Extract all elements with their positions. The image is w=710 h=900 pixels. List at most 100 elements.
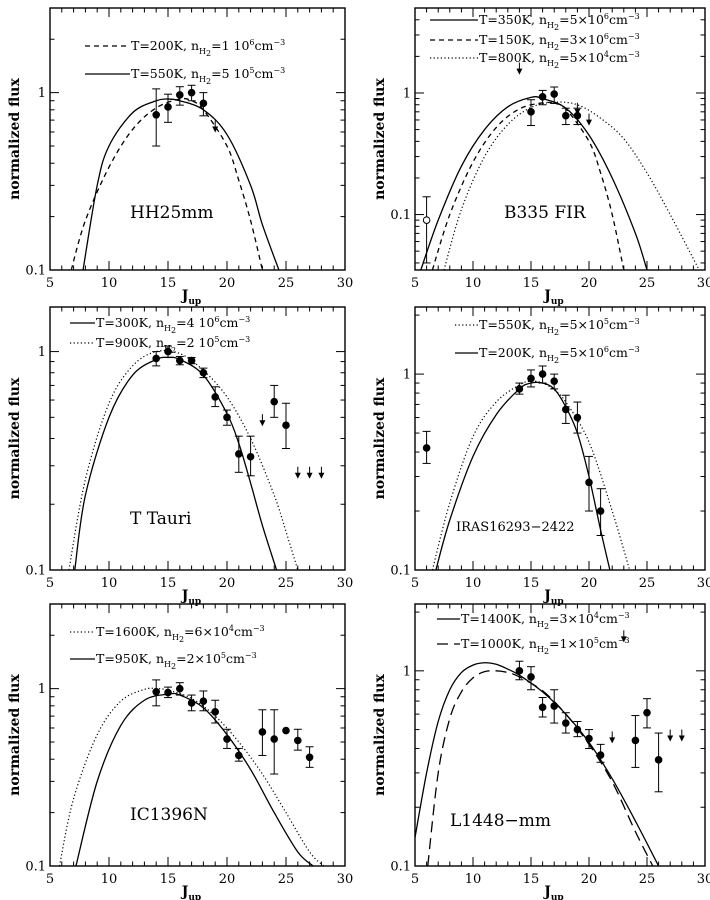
- x-tick-label: 30: [337, 276, 354, 291]
- x-tick-label: 20: [581, 576, 598, 591]
- data-point: [188, 357, 195, 364]
- model-curves: [421, 97, 699, 270]
- data-point: [539, 371, 546, 378]
- data-point: [188, 700, 195, 707]
- y-axis-title: normalized flux: [7, 78, 23, 200]
- x-tick-label: 15: [160, 276, 177, 291]
- y-tick-label: 0.1: [390, 208, 411, 223]
- x-axis: 5 10 15 20 25 30: [46, 604, 353, 887]
- data-point: [212, 394, 219, 401]
- source-label: IC1396N: [130, 805, 208, 825]
- upper-limit-head: [609, 737, 615, 743]
- legend-entry: T=550K, nH2=5×105cm−3: [479, 317, 640, 337]
- upper-limit-head: [295, 473, 301, 479]
- x-tick-label: 10: [101, 276, 118, 291]
- data-point: [655, 757, 662, 764]
- data-point: [200, 369, 207, 376]
- data-point: [539, 94, 546, 101]
- data-point: [516, 668, 523, 675]
- legend-entry: T=1400K, nH2=3×104cm−3: [461, 611, 630, 631]
- data-point: [516, 386, 523, 393]
- x-tick-label: 10: [101, 576, 118, 591]
- x-axis-title: Jup: [180, 884, 201, 900]
- x-tick-label: 25: [639, 872, 656, 887]
- chart-panel: 5 10 15 20 25 300.11normalized fluxJupT=200K,…: [7, 8, 353, 307]
- model-curve-solid: [421, 97, 647, 270]
- model-curve-dotted: [69, 350, 298, 570]
- data-point: [586, 735, 593, 742]
- legend-entry: T=200K, nH2=5×106cm−3: [479, 345, 640, 365]
- data-point: [528, 109, 535, 116]
- upper-limit-head: [667, 736, 673, 742]
- x-tick-label: 30: [337, 576, 354, 591]
- legend: T=550K, nH2=5×105cm−3 T=200K, nH2=5×106cm…: [455, 317, 640, 365]
- x-tick-label: 20: [219, 276, 236, 291]
- legend-entry: T=350K, nH2=5×106cm−3: [479, 12, 640, 32]
- x-tick-label: 10: [465, 872, 482, 887]
- observed-points: [423, 366, 605, 536]
- legend-entry: T=300K, nH2=4 106cm−3: [96, 315, 250, 335]
- x-tick-label: 15: [523, 276, 540, 291]
- data-point: [597, 752, 604, 759]
- data-point: [224, 736, 231, 743]
- data-point: [528, 375, 535, 382]
- source-label: B335 FIR: [504, 203, 587, 223]
- x-axis-title: Jup: [542, 288, 563, 307]
- data-point: [165, 689, 172, 696]
- x-tick-label: 5: [411, 872, 419, 887]
- y-tick-label: 0.1: [25, 860, 46, 875]
- y-axis-title: normalized flux: [372, 377, 388, 499]
- legend-entry: T=1000K, nH2=1×105cm−3: [461, 636, 630, 656]
- data-point: [574, 726, 581, 733]
- model-curve-dotted: [432, 381, 629, 570]
- data-point: [177, 357, 184, 364]
- y-axis: 0.11: [25, 345, 345, 578]
- upper-limit-head: [259, 420, 265, 426]
- model-curves: [59, 688, 323, 866]
- source-label: L1448−mm: [450, 811, 551, 831]
- data-point: [177, 685, 184, 692]
- legend-entry: T=950K, nH2=2×105cm−3: [96, 651, 257, 671]
- source-label: HH25mm: [130, 203, 214, 223]
- model-curve-solid: [436, 382, 610, 570]
- data-point: [153, 111, 160, 118]
- y-tick-label: 0.1: [25, 564, 46, 579]
- data-point: [563, 720, 570, 727]
- data-point: [563, 406, 570, 413]
- y-axis-title: normalized flux: [372, 78, 388, 200]
- x-tick-label: 30: [337, 872, 354, 887]
- model-curve-solid: [415, 663, 659, 866]
- data-point: [632, 737, 639, 744]
- source-label: T Tauri: [130, 509, 192, 529]
- x-axis-title: Jup: [542, 884, 563, 900]
- model-curve-solid: [76, 693, 313, 866]
- y-tick-label: 1: [38, 345, 46, 360]
- legend: T=300K, nH2=4 106cm−3T=900K, nH2=2 105cm…: [70, 315, 250, 355]
- y-tick-label: 1: [403, 664, 411, 679]
- x-tick-label: 20: [581, 276, 598, 291]
- legend: T=350K, nH2=5×106cm−3T=150K, nH2=3×106cm…: [430, 12, 640, 70]
- upper-limit-head: [516, 69, 522, 75]
- x-tick-label: 20: [581, 872, 598, 887]
- legend-entry: T=200K, nH2=1 106cm−3: [131, 38, 285, 58]
- data-point: [423, 445, 430, 452]
- data-point: [551, 91, 558, 98]
- legend: T=200K, nH2=1 106cm−3T=550K, nH2=5 105cm…: [85, 38, 285, 86]
- x-tick-label: 15: [160, 576, 177, 591]
- x-tick-label: 25: [278, 576, 295, 591]
- x-tick-label: 15: [523, 872, 540, 887]
- x-tick-label: 25: [278, 276, 295, 291]
- data-point: [597, 508, 604, 515]
- data-point: [188, 89, 195, 96]
- x-tick-label: 10: [101, 872, 118, 887]
- model-curve-longdash: [428, 671, 653, 866]
- data-point: [551, 703, 558, 710]
- data-point: [528, 674, 535, 681]
- x-tick-label: 25: [639, 576, 656, 591]
- y-axis-title: normalized flux: [7, 674, 23, 796]
- data-point: [200, 698, 207, 705]
- x-tick-label: 15: [160, 872, 177, 887]
